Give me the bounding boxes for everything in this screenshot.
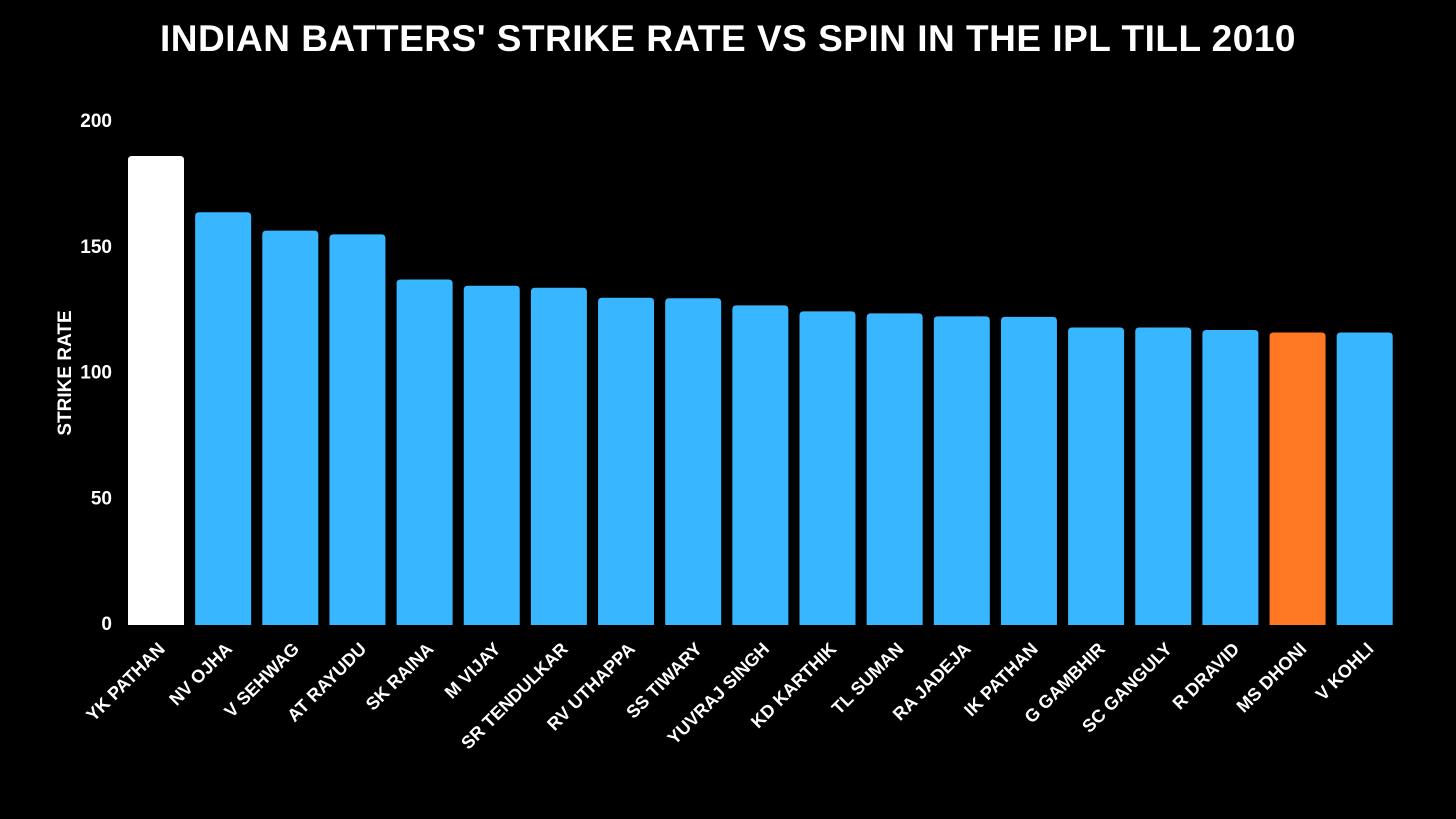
bar-nv-ojha bbox=[195, 212, 252, 625]
bar-v-kohli bbox=[1336, 332, 1393, 625]
bar-sc-ganguly bbox=[1135, 327, 1192, 625]
x-category-label: SK RAINA bbox=[362, 639, 438, 715]
bar-ss-tiwary bbox=[665, 298, 722, 625]
bar-ms-dhoni bbox=[1269, 332, 1326, 625]
y-tick-label: 0 bbox=[101, 614, 112, 635]
bar-yk-pathan bbox=[128, 155, 184, 625]
x-category-label: MS DHONI bbox=[1233, 639, 1311, 717]
x-category-label: M VIJAY bbox=[441, 639, 505, 703]
y-tick-label: 50 bbox=[91, 488, 112, 509]
bar-ik-pathan bbox=[1000, 316, 1057, 625]
bar-rv-uthappa bbox=[598, 297, 655, 625]
y-tick-label: 100 bbox=[80, 363, 112, 384]
chart-title: INDIAN BATTERS' STRIKE RATE VS SPIN IN T… bbox=[160, 18, 1296, 59]
y-tick-label: 150 bbox=[80, 237, 112, 258]
bar-m-vijay bbox=[463, 285, 520, 625]
bar-r-dravid bbox=[1202, 329, 1259, 625]
bar-sk-raina bbox=[396, 279, 453, 625]
bar-sr-tendulkar bbox=[530, 287, 587, 625]
x-category-label: V KOHLI bbox=[1312, 639, 1378, 705]
bar-v-sehwag bbox=[262, 230, 319, 625]
bar-g-gambhir bbox=[1068, 327, 1125, 625]
bars-group bbox=[128, 155, 1393, 625]
y-axis-title: STRIKE RATE bbox=[55, 310, 76, 435]
bar-at-rayudu bbox=[329, 234, 386, 625]
x-category-label: NV OJHA bbox=[165, 639, 236, 710]
x-category-label: YK PATHAN bbox=[82, 639, 169, 726]
y-axis: 0 50 100 150 200 bbox=[80, 111, 112, 635]
y-tick-label: 200 bbox=[80, 111, 112, 132]
bar-kd-karthik bbox=[799, 311, 856, 625]
bar-yuvraj-singh bbox=[732, 305, 789, 625]
bar-ra-jadeja bbox=[933, 316, 990, 625]
bar-tl-suman bbox=[866, 313, 923, 625]
